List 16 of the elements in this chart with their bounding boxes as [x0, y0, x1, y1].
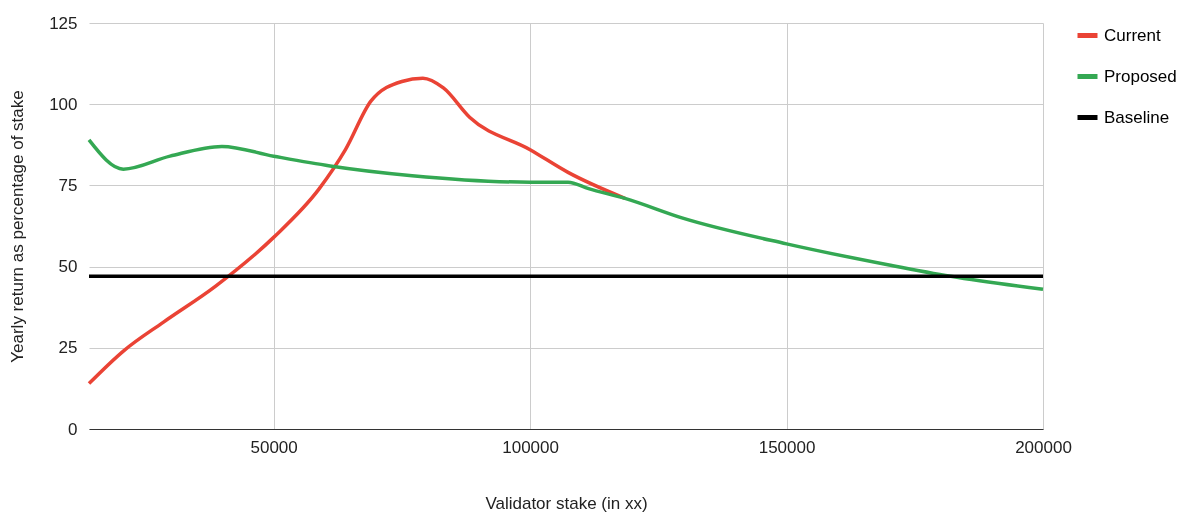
x-tick-label: 100000: [502, 437, 559, 457]
y-tick-label: 50: [58, 257, 78, 277]
legend-label: Baseline: [1104, 107, 1170, 127]
y-axis-title: Yearly return as percentage of stake: [8, 90, 28, 363]
x-tick-label: 150000: [758, 437, 816, 457]
y-tick-label: 25: [58, 338, 78, 358]
legend-label: Proposed: [1104, 66, 1177, 86]
y-tick-label: 125: [49, 13, 78, 33]
x-tick-label: 50000: [250, 437, 298, 457]
x-axis-title: Validator stake (in xx): [485, 493, 648, 513]
x-tick-label: 200000: [1015, 437, 1072, 457]
legend-label: Current: [1104, 25, 1161, 45]
y-tick-label: 100: [49, 94, 78, 114]
y-tick-label: 75: [58, 175, 78, 195]
line-series: [87, 138, 1045, 292]
y-tick-label: 0: [68, 419, 78, 439]
